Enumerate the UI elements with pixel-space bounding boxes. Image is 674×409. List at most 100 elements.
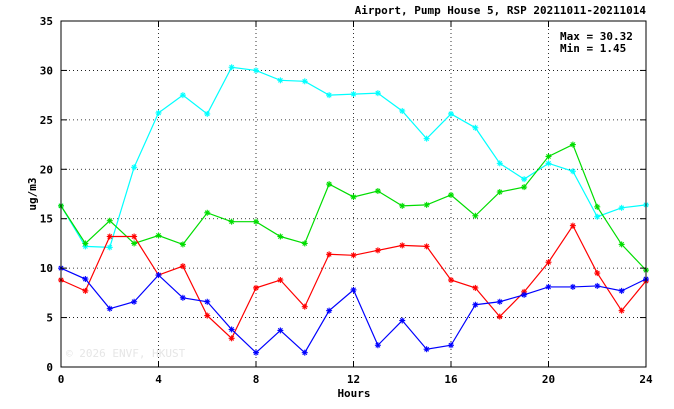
data-point bbox=[399, 107, 406, 114]
data-point bbox=[423, 346, 430, 353]
data-point bbox=[204, 209, 211, 216]
data-point bbox=[228, 64, 235, 71]
data-point bbox=[179, 241, 186, 248]
data-point bbox=[423, 243, 430, 250]
data-point bbox=[594, 213, 601, 220]
data-point bbox=[326, 307, 333, 314]
data-point bbox=[448, 342, 454, 349]
data-point bbox=[277, 77, 284, 84]
data-point bbox=[521, 184, 528, 191]
data-point bbox=[253, 349, 259, 356]
data-point bbox=[179, 294, 186, 301]
data-point bbox=[106, 217, 113, 224]
y-tick-label: 0 bbox=[46, 361, 53, 374]
data-point bbox=[448, 277, 454, 284]
data-point bbox=[253, 284, 259, 291]
data-point bbox=[179, 263, 186, 270]
series-line bbox=[60, 143, 647, 271]
data-point bbox=[374, 342, 381, 349]
data-point bbox=[350, 91, 357, 98]
data-point bbox=[82, 276, 89, 283]
data-point bbox=[277, 277, 284, 284]
data-point bbox=[228, 335, 235, 342]
data-point bbox=[594, 270, 601, 277]
series-layer bbox=[58, 64, 649, 356]
x-tick-label: 0 bbox=[58, 373, 65, 386]
data-point bbox=[155, 232, 162, 239]
data-point bbox=[204, 298, 211, 305]
min-label: Min = 1.45 bbox=[560, 42, 626, 55]
x-tick-label: 12 bbox=[347, 373, 360, 386]
x-tick-label: 8 bbox=[253, 373, 260, 386]
data-point bbox=[374, 90, 381, 97]
y-tick-label: 15 bbox=[40, 213, 53, 226]
data-point bbox=[326, 181, 333, 188]
data-point bbox=[618, 204, 625, 211]
data-point bbox=[228, 218, 235, 225]
y-tick-label: 10 bbox=[40, 262, 53, 275]
data-point bbox=[399, 317, 406, 324]
data-point bbox=[350, 252, 357, 259]
x-tick-label: 4 bbox=[155, 373, 162, 386]
series-4 bbox=[58, 265, 649, 356]
data-point bbox=[545, 160, 552, 167]
data-point bbox=[131, 298, 138, 305]
watermark: © 2026 ENVF, HKUST bbox=[66, 347, 186, 360]
data-point bbox=[82, 287, 89, 294]
data-point bbox=[521, 176, 528, 183]
data-point bbox=[545, 259, 552, 266]
data-point bbox=[399, 242, 406, 249]
y-tick-label: 20 bbox=[40, 163, 53, 176]
data-point bbox=[131, 233, 138, 240]
data-point bbox=[350, 193, 357, 200]
data-point bbox=[301, 240, 308, 247]
data-point bbox=[569, 283, 576, 290]
data-point bbox=[326, 251, 333, 258]
x-tick-label: 16 bbox=[444, 373, 458, 386]
data-point bbox=[618, 287, 625, 294]
data-point bbox=[155, 272, 162, 279]
data-point bbox=[326, 92, 333, 99]
data-point bbox=[131, 164, 138, 171]
data-point bbox=[496, 160, 503, 167]
data-point bbox=[521, 291, 528, 298]
y-tick-label: 35 bbox=[40, 15, 53, 28]
max-label: Max = 30.32 bbox=[560, 30, 633, 43]
y-tick-label: 30 bbox=[40, 64, 53, 77]
data-point bbox=[448, 110, 454, 117]
data-point bbox=[594, 282, 601, 289]
data-point bbox=[472, 212, 479, 219]
data-point bbox=[399, 202, 406, 209]
data-point bbox=[374, 247, 381, 254]
data-point bbox=[618, 307, 625, 314]
data-point bbox=[569, 168, 576, 175]
data-point bbox=[277, 233, 284, 240]
axis-ticks: 0 4 8 12 16 20 24 0 5 10 15 20 25 30 35 bbox=[40, 15, 653, 386]
data-point bbox=[569, 141, 576, 148]
data-point bbox=[106, 233, 113, 240]
data-point bbox=[569, 222, 576, 229]
y-tick-label: 25 bbox=[40, 114, 53, 127]
data-point bbox=[155, 109, 162, 116]
data-point bbox=[594, 203, 601, 210]
data-point bbox=[472, 284, 479, 291]
data-point bbox=[277, 327, 284, 334]
data-point bbox=[301, 78, 308, 85]
y-axis-label: ug/m3 bbox=[26, 177, 39, 210]
data-point bbox=[350, 286, 357, 293]
series-line bbox=[60, 267, 647, 354]
data-point bbox=[448, 191, 454, 198]
y-tick-label: 5 bbox=[46, 312, 53, 325]
data-point bbox=[472, 124, 479, 131]
data-point bbox=[204, 312, 211, 319]
series-2 bbox=[58, 141, 649, 274]
data-point bbox=[204, 110, 211, 117]
data-point bbox=[253, 218, 259, 225]
data-point bbox=[179, 92, 186, 99]
data-point bbox=[301, 303, 308, 310]
data-point bbox=[545, 153, 552, 160]
data-point bbox=[301, 349, 308, 356]
x-tick-label: 20 bbox=[542, 373, 555, 386]
data-point bbox=[82, 240, 89, 247]
